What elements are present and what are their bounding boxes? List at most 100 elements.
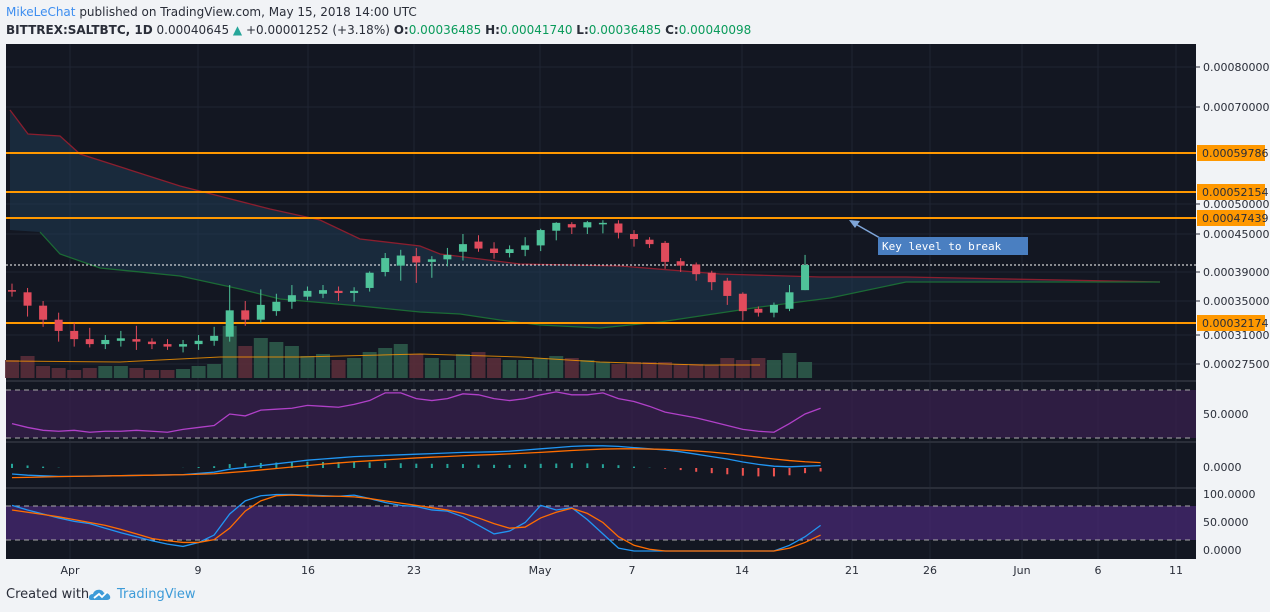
date-tick-label: May bbox=[529, 564, 552, 577]
date-tick-label: 23 bbox=[407, 564, 421, 577]
low-value: 0.00036485 bbox=[588, 23, 662, 37]
candle-body bbox=[707, 272, 716, 283]
price-tick-label: 0.00045000 bbox=[1203, 228, 1269, 241]
candle-body bbox=[70, 330, 79, 340]
volume-bar bbox=[751, 358, 766, 378]
created-with-text: Created with bbox=[6, 587, 90, 602]
close-value: 0.00040098 bbox=[678, 23, 752, 37]
price-tick-label: 0.00035000 bbox=[1203, 295, 1269, 308]
candle-body bbox=[785, 292, 794, 309]
candle-body bbox=[801, 265, 810, 291]
candle-body bbox=[365, 272, 374, 288]
candle-body bbox=[179, 344, 188, 347]
date-tick-label: 21 bbox=[845, 564, 859, 577]
volume-bar bbox=[409, 354, 424, 378]
volume-bar bbox=[393, 344, 408, 378]
date-tick-label: 16 bbox=[301, 564, 315, 577]
volume-bar bbox=[487, 358, 502, 378]
date-tick-label: 14 bbox=[735, 564, 749, 577]
candle-body bbox=[443, 254, 452, 260]
last-price: 0.00040645 bbox=[156, 23, 230, 37]
date-tick-label: 9 bbox=[195, 564, 202, 577]
stochastic-tick-label: 50.0000 bbox=[1203, 516, 1249, 529]
volume-bar bbox=[735, 360, 750, 378]
candle-body bbox=[272, 301, 281, 312]
volume-bar bbox=[176, 369, 191, 378]
candle-body bbox=[163, 344, 172, 347]
date-tick-label: Apr bbox=[60, 564, 80, 577]
author-name[interactable]: MikeLeChat bbox=[6, 5, 76, 19]
rsi-band bbox=[6, 390, 1196, 438]
level-price-tag bbox=[1197, 210, 1265, 226]
candle-body bbox=[754, 308, 763, 313]
volume-bar bbox=[720, 358, 735, 378]
price-axis-background bbox=[1196, 44, 1270, 580]
tradingview-cloud-icon bbox=[88, 589, 111, 600]
volume-bar bbox=[144, 370, 159, 378]
candle-body bbox=[505, 249, 514, 253]
volume-bar bbox=[424, 358, 439, 378]
rsi-pane bbox=[6, 380, 1196, 443]
cloud-span-a bbox=[9, 109, 1161, 283]
candle-body bbox=[769, 304, 778, 313]
price-tick-label: 0.00027500 bbox=[1203, 358, 1269, 371]
volume-bar bbox=[300, 356, 315, 378]
stochastic-tick-label: 100.0000 bbox=[1203, 488, 1256, 501]
candle-body bbox=[474, 241, 483, 249]
candle-body bbox=[676, 261, 685, 266]
candle-body bbox=[23, 292, 32, 306]
chart-area[interactable]: Key level to break 0.000800000.000700000… bbox=[0, 44, 1270, 580]
candle-body bbox=[536, 230, 545, 246]
level-price-label: 0.00032174 bbox=[1202, 317, 1268, 330]
price-axis[interactable]: 0.00080000 0.00070000 0.00050000 0.00045000… bbox=[1196, 61, 1269, 557]
volume-bar bbox=[564, 358, 579, 378]
candle-body bbox=[630, 234, 638, 240]
date-tick-label: 7 bbox=[629, 564, 636, 577]
candle-body bbox=[101, 339, 110, 345]
volume-bar bbox=[689, 364, 704, 378]
candle-body bbox=[225, 310, 234, 337]
change-arrow-icon: ▲ bbox=[232, 23, 243, 37]
symbol-label: BITTREX:SALTBTC, 1D bbox=[6, 23, 153, 37]
candle-body bbox=[661, 242, 670, 262]
level-price-label: 0.00047439 bbox=[1202, 212, 1268, 225]
level-price-tag bbox=[1197, 184, 1265, 200]
candle-body bbox=[8, 290, 16, 292]
stochastic-band bbox=[6, 506, 1196, 540]
volume-bar bbox=[766, 360, 781, 378]
price-tick-label: 0.00050000 bbox=[1203, 198, 1269, 211]
ohlc-line: BITTREX:SALTBTC, 1D 0.00040645 ▲ +0.0000… bbox=[6, 23, 751, 37]
time-axis[interactable]: Apr 9 16 23 May 7 14 21 26 Jun 6 11 bbox=[6, 559, 1196, 580]
tradingview-brand[interactable]: TradingView bbox=[117, 587, 196, 602]
annotation-box bbox=[878, 237, 1028, 255]
volume-bar bbox=[580, 360, 595, 378]
date-tick-label: 11 bbox=[1169, 564, 1183, 577]
candle-body bbox=[381, 258, 390, 272]
stochastic-pane bbox=[6, 493, 1196, 552]
volume-bar bbox=[20, 356, 35, 378]
volume-bar bbox=[455, 354, 470, 378]
volume-bar bbox=[533, 358, 548, 378]
candle-body bbox=[39, 305, 48, 320]
candle-body bbox=[334, 290, 343, 294]
stochastic-tick-label: 0.0000 bbox=[1203, 544, 1242, 557]
time-axis-background bbox=[6, 559, 1196, 580]
volume-bar bbox=[238, 346, 253, 378]
volume-bar bbox=[595, 362, 610, 378]
candle-body bbox=[521, 245, 530, 250]
candle-body bbox=[116, 338, 125, 341]
ichimoku-cloud bbox=[10, 110, 1160, 328]
volume-bar bbox=[782, 353, 797, 378]
candle-body bbox=[567, 224, 576, 228]
date-tick-label: 6 bbox=[1095, 564, 1102, 577]
candle-body bbox=[552, 222, 561, 231]
candle-body bbox=[598, 222, 607, 225]
low-label: L: bbox=[576, 23, 589, 37]
level-price-label: 0.00052154 bbox=[1202, 186, 1268, 199]
macd-pane bbox=[6, 445, 1196, 489]
date-tick-label: 26 bbox=[923, 564, 937, 577]
volume-bar bbox=[549, 356, 564, 378]
volume-bar bbox=[316, 354, 330, 378]
volume-bar bbox=[36, 366, 51, 378]
stochastic-line bbox=[11, 494, 821, 552]
